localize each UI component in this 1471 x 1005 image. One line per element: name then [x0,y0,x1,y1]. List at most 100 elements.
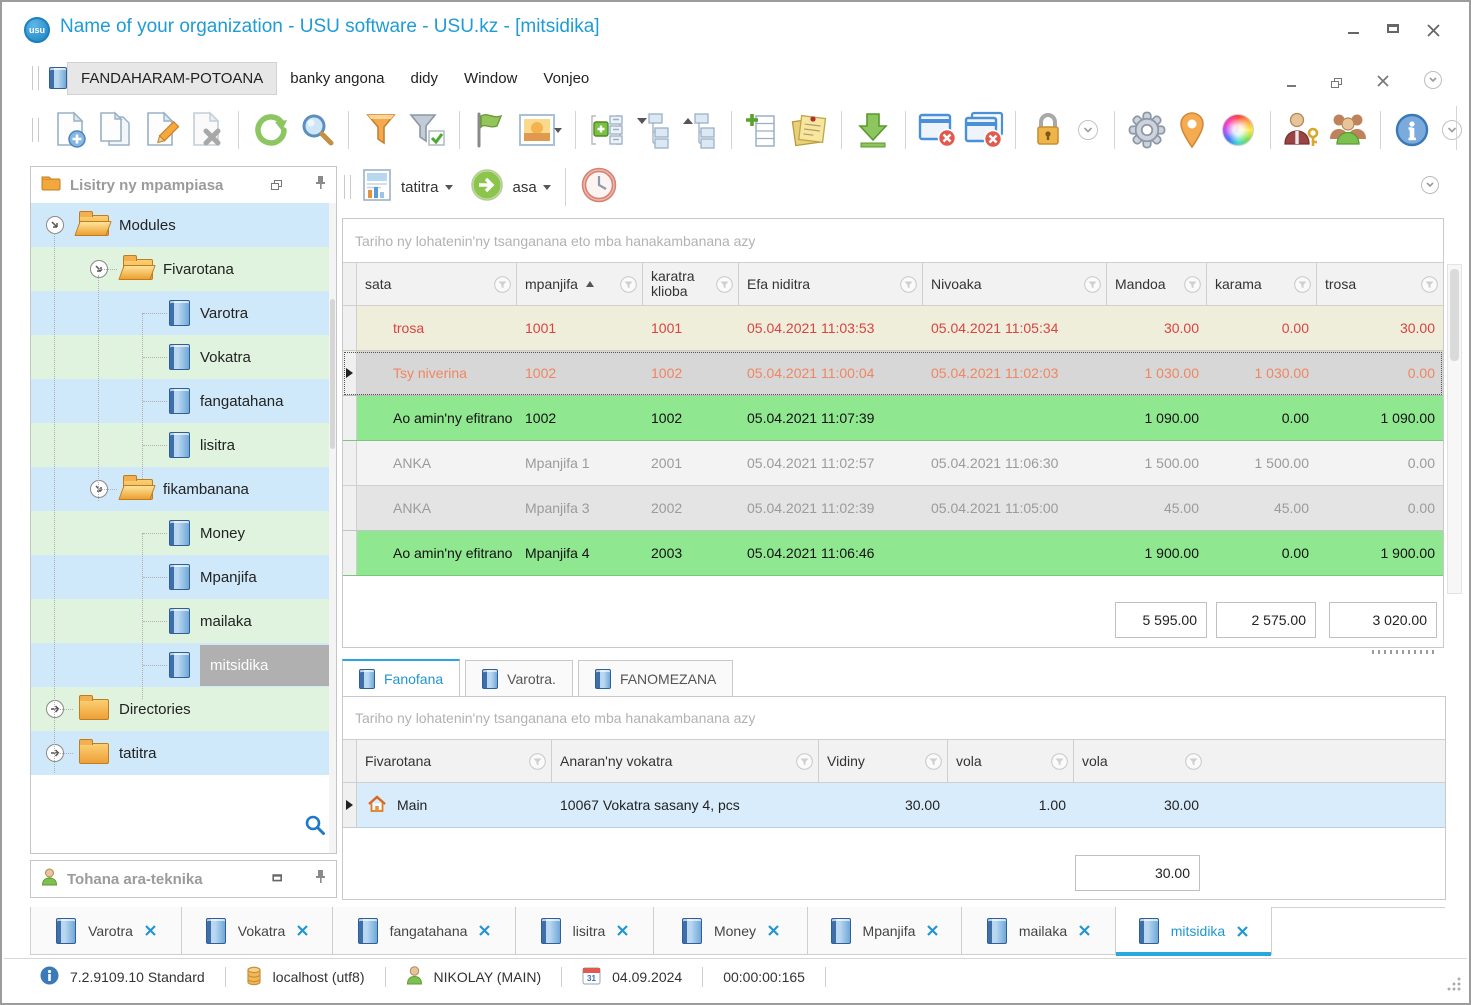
col-header-vidiny[interactable]: Vidiny [819,740,948,782]
about-info-icon[interactable] [1390,107,1436,153]
delete-document-icon[interactable] [184,107,230,153]
filter-icon[interactable] [620,276,637,296]
table-row[interactable]: ANKA Mpanjifa 1 2001 05.04.2021 11:02:57… [343,441,1443,486]
close-window-icon[interactable] [915,107,961,153]
report-menu-label[interactable]: tatitra [401,178,439,196]
close-tab-icon[interactable] [927,925,939,936]
window-tab-fangatahana[interactable]: fangatahana [332,907,516,955]
maximize-icon[interactable] [1387,24,1401,36]
tree-item-tatitra[interactable]: tatitra [31,731,336,775]
expand-tree-icon[interactable] [676,107,722,153]
flag-icon[interactable] [469,107,515,153]
tree-item-mpanjifa[interactable]: Mpanjifa [31,555,336,599]
col-header-vola-1[interactable]: vola [948,740,1074,782]
col-header-vola-2[interactable]: vola [1074,740,1207,782]
grid-scrollbar[interactable] [1447,264,1462,594]
toolbar-drag-handle[interactable] [32,66,39,90]
collapse-tree-icon[interactable] [630,107,676,153]
search-icon[interactable] [294,107,340,153]
menu-item-vonjeo[interactable]: Vonjeo [543,69,590,87]
table-row[interactable]: trosa 1001 1001 05.04.2021 11:03:53 05.0… [343,306,1443,351]
close-all-windows-icon[interactable] [961,107,1007,153]
sidebar-scrollbar[interactable] [329,203,336,853]
col-header-sata[interactable]: sata [357,263,517,305]
table-row[interactable]: Ao amin'ny efitrano 1002 1002 05.04.2021… [343,396,1443,441]
clock-icon[interactable] [580,166,618,209]
filter-icon[interactable] [1051,753,1068,773]
close-tab-icon[interactable] [1079,925,1090,936]
filter-icon[interactable] [529,753,546,773]
child-restore-icon[interactable] [1331,77,1343,88]
settings-gear-icon[interactable] [1124,107,1170,153]
tree-item-money[interactable]: Money [31,511,336,555]
tab-fanomezana[interactable]: FANOMEZANA [577,660,734,697]
panel-pin-icon[interactable] [315,869,326,889]
collapse-node-icon[interactable] [89,259,109,279]
table-row-selected[interactable]: Tsy niverina 1002 1002 05.04.2021 11:00:… [343,351,1443,396]
notes-icon[interactable] [786,107,832,153]
filter-icon[interactable] [494,276,511,296]
action-caret[interactable] [542,184,551,190]
tree-item-modules[interactable]: Modules [31,203,336,247]
location-pin-icon[interactable] [1169,107,1215,153]
col-header-karama[interactable]: karama [1207,263,1317,305]
filter-icon[interactable] [1184,276,1201,296]
table-row[interactable]: Ao amin'ny efitrano Mpanjifa 4 2003 05.0… [343,531,1443,576]
menu-item-didy[interactable]: didy [410,69,439,87]
tree-item-vokatra[interactable]: Vokatra [31,335,336,379]
toolbar-drag-handle[interactable] [32,118,39,142]
tree-item-lisitra[interactable]: lisitra [31,423,336,467]
detail-row[interactable]: Main 10067 Vokatra sasany 4, pcs 30.00 1… [343,783,1445,828]
image-dropdown-caret[interactable] [553,127,562,133]
tree-item-directories[interactable]: Directories [31,687,336,731]
window-tab-mpanjifa[interactable]: Mpanjifa [807,907,962,955]
window-tab-varotra[interactable]: Varotra [30,907,182,955]
report-icon[interactable] [361,168,393,207]
toolbar-drag-handle[interactable] [344,175,351,199]
window-tab-money[interactable]: Money [653,907,808,955]
window-tab-mitsidika[interactable]: mitsidika [1115,907,1272,956]
col-header-fivarotana[interactable]: Fivarotana [357,740,552,782]
filter-icon[interactable] [358,107,404,153]
support-panel[interactable]: Tohana ara-teknika [30,860,337,898]
collapse-node-icon[interactable] [45,215,65,235]
panel-pin-icon[interactable] [315,175,326,195]
edit-document-icon[interactable] [138,107,184,153]
col-header-efa-niditra[interactable]: Efa niditra [739,263,923,305]
scrollbar-thumb[interactable] [1450,269,1459,361]
color-wheel-icon[interactable] [1215,107,1261,153]
menu-item-window[interactable]: Window [464,69,518,87]
horizontal-splitter[interactable] [342,648,1444,658]
col-header-nivoaka[interactable]: Nivoaka [923,263,1107,305]
col-header-anaranny-vokatra[interactable]: Anaran'ny vokatra [552,740,819,782]
tree-item-fikambanana[interactable]: fikambanana [31,467,336,511]
close-tab-icon[interactable] [768,925,779,936]
close-tab-icon[interactable] [297,925,309,936]
user-permissions-icon[interactable] [1279,107,1325,153]
filter-icon[interactable] [1421,276,1438,296]
window-tab-mailaka[interactable]: mailaka [961,907,1116,955]
scrollbar-thumb[interactable] [330,299,335,449]
collapse-node-icon[interactable] [89,479,109,499]
filter-icon[interactable] [1084,276,1101,296]
action-icon[interactable] [469,167,505,208]
tree-search-icon[interactable] [304,814,326,841]
filter-icon[interactable] [796,753,813,773]
close-icon[interactable] [1427,24,1441,37]
filter-icon[interactable] [716,276,733,296]
tab-fanofana[interactable]: Fanofana [342,659,461,697]
tree-item-fivarotana[interactable]: Fivarotana [31,247,336,291]
col-header-mpanjifa[interactable]: mpanjifa [517,263,643,305]
action-menu-label[interactable]: asa [512,178,537,196]
refresh-icon[interactable] [248,107,294,153]
splitter-grip[interactable] [1372,650,1438,654]
users-group-icon[interactable] [1325,107,1371,153]
add-record-icon[interactable] [741,107,787,153]
window-tab-vokatra[interactable]: Vokatra [181,907,333,955]
filter-icon[interactable] [925,753,942,773]
panel-restore-icon[interactable] [272,874,283,884]
child-close-icon[interactable] [1377,74,1389,92]
table-row[interactable]: ANKA Mpanjifa 3 2002 05.04.2021 11:02:39… [343,486,1443,531]
col-header-karatra-klioba[interactable]: karatra klioba [643,263,739,305]
tree-item-mailaka[interactable]: mailaka [31,599,336,643]
